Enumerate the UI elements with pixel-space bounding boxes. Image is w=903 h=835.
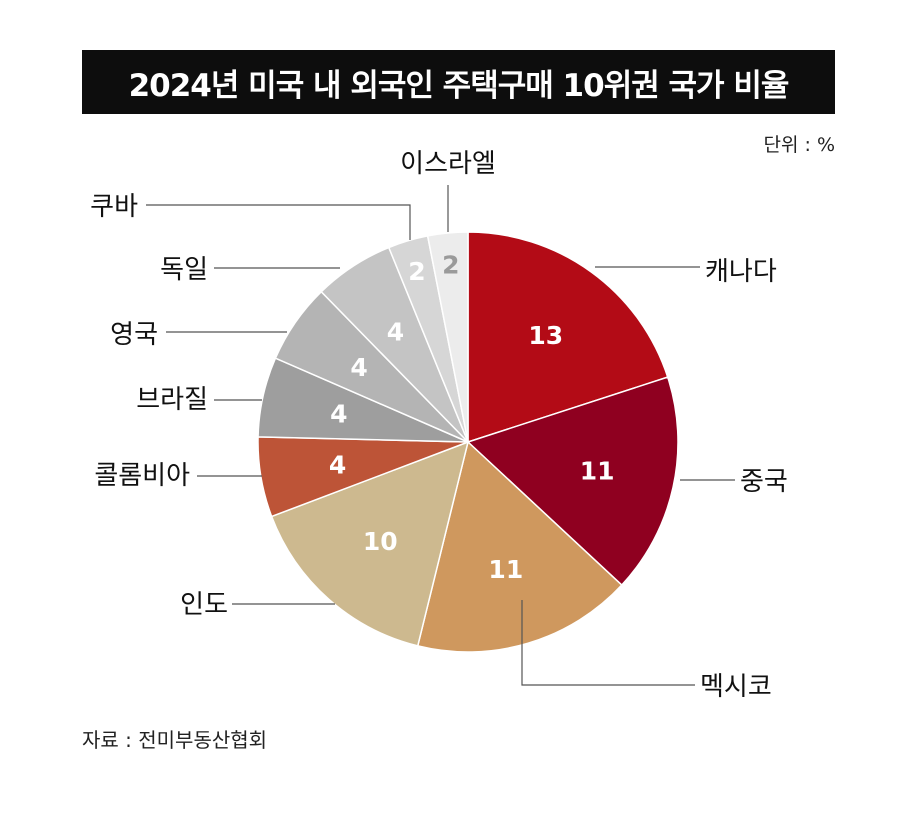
pie-slice-인도: [270, 440, 470, 647]
value-label-영국: 4: [350, 353, 367, 382]
leader-lines: [146, 185, 735, 686]
value-label-인도: 10: [363, 527, 398, 556]
value-label-콜롬비아: 4: [329, 450, 346, 479]
value-label-멕시코: 11: [488, 555, 523, 584]
category-label-캐나다: 캐나다: [705, 257, 777, 287]
source-note: 자료 : 전미부동산협회: [82, 728, 268, 752]
pie-slices: [257, 231, 679, 653]
category-label-영국: 영국: [110, 320, 158, 350]
chart-title: 2024년 미국 내 외국인 주택구매 10위권 국가 비율: [82, 50, 835, 114]
category-label-브라질: 브라질: [136, 385, 208, 415]
category-label-콜롬비아: 콜롬비아: [94, 461, 190, 491]
category-label-쿠바: 쿠바: [90, 192, 138, 222]
pie-slice-멕시코: [416, 440, 623, 653]
category-label-독일: 독일: [160, 255, 208, 285]
value-label-쿠바: 2: [408, 257, 425, 286]
pie-slice-중국: [466, 376, 679, 587]
category-label-인도: 인도: [180, 590, 228, 620]
category-label-중국: 중국: [740, 467, 788, 497]
leader-line-쿠바: [146, 204, 411, 240]
pie-slice-캐나다: [467, 231, 669, 444]
value-label-중국: 11: [580, 457, 615, 486]
leader-line-멕시코: [521, 600, 695, 686]
category-label-멕시코: 멕시코: [700, 672, 772, 702]
unit-label: 단위 : %: [763, 134, 836, 156]
value-label-브라질: 4: [330, 399, 347, 428]
value-label-캐나다: 13: [528, 321, 563, 350]
pie-slice-이스라엘: [426, 231, 469, 443]
value-label-이스라엘: 2: [442, 250, 459, 279]
category-label-이스라엘: 이스라엘: [400, 149, 496, 179]
value-label-독일: 4: [387, 317, 404, 346]
